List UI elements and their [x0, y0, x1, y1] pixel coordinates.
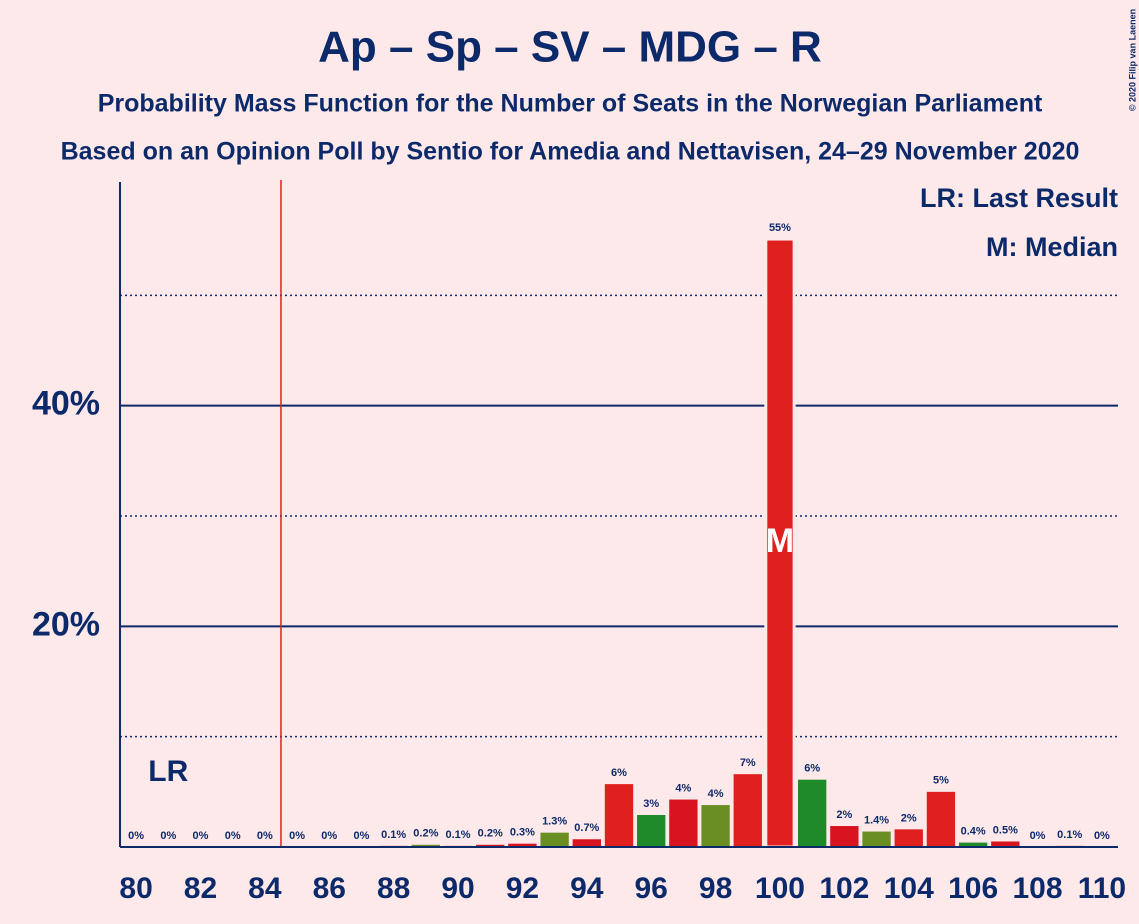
bar: [604, 784, 634, 847]
bar: [894, 829, 923, 847]
bar: [958, 842, 988, 847]
value-label: 0%: [1094, 830, 1110, 842]
copyright: © 2020 Filip van Laenen: [1127, 9, 1137, 111]
value-label: 0.5%: [993, 824, 1018, 836]
chart-subtitle: Probability Mass Function for the Number…: [98, 90, 1043, 118]
x-tick-label: 86: [313, 872, 346, 905]
x-tick-label: 94: [570, 872, 604, 905]
y-tick-label: 40%: [32, 385, 100, 423]
value-label: 0.1%: [381, 829, 406, 841]
value-label: 1.3%: [542, 816, 567, 828]
bar: [862, 831, 891, 847]
x-tick-label: 104: [884, 872, 934, 905]
x-tick-label: 108: [1012, 872, 1062, 905]
value-label: 0%: [289, 830, 305, 842]
value-label: 0%: [225, 830, 241, 842]
x-tick-label: 92: [506, 872, 539, 905]
bar: [669, 799, 698, 847]
bar: [637, 815, 666, 847]
x-tick-label: 100: [755, 872, 805, 905]
x-tick-label: 90: [441, 872, 474, 905]
value-label: 0.1%: [1057, 829, 1082, 841]
bar: [572, 839, 601, 847]
value-label: 0%: [353, 830, 369, 842]
x-tick-label: 102: [819, 872, 869, 905]
bar: [701, 805, 730, 847]
value-label: 6%: [804, 763, 820, 775]
value-label: 0%: [160, 830, 176, 842]
value-label: 55%: [769, 222, 791, 234]
bar: [540, 832, 569, 847]
value-label: 7%: [740, 757, 756, 769]
bar: [733, 774, 762, 847]
value-label: 0.2%: [413, 828, 438, 840]
bar: [926, 791, 956, 847]
value-label: 0%: [1030, 830, 1046, 842]
value-label: 6%: [611, 767, 627, 779]
chart-subtitle: Based on an Opinion Poll by Sentio for A…: [61, 138, 1080, 166]
chart-title: Ap – Sp – SV – MDG – R: [318, 23, 822, 72]
value-label: 0.2%: [478, 828, 503, 840]
value-label: 5%: [933, 775, 949, 787]
x-tick-label: 110: [1078, 872, 1126, 905]
value-label: 2%: [901, 812, 917, 824]
value-label: 0.7%: [574, 822, 599, 834]
value-label: 4%: [675, 782, 691, 794]
value-label: 0%: [128, 830, 144, 842]
value-label: 0.1%: [445, 829, 470, 841]
bar: [797, 779, 827, 847]
bar: [991, 841, 1020, 847]
bar: [764, 237, 796, 849]
x-tick-label: 106: [948, 872, 998, 905]
x-tick-label: 88: [377, 872, 410, 905]
value-label: 4%: [708, 788, 724, 800]
x-tick-label: 82: [184, 872, 217, 905]
x-tick-label: 84: [248, 872, 282, 905]
bar: [830, 826, 859, 847]
x-tick-label: 98: [699, 872, 732, 905]
legend-entry: M: Median: [986, 232, 1118, 262]
value-label: 0.3%: [510, 827, 535, 839]
value-label: 1.4%: [864, 814, 889, 826]
value-label: 0%: [193, 830, 209, 842]
value-label: 2%: [836, 809, 852, 821]
bar: [411, 844, 441, 847]
x-tick-label: 80: [119, 872, 152, 905]
median-label: M: [766, 522, 794, 560]
last-result-label: LR: [148, 755, 188, 788]
bar: [508, 843, 537, 847]
legend-entry: LR: Last Result: [920, 183, 1118, 213]
value-label: 0%: [321, 830, 337, 842]
y-tick-label: 20%: [32, 605, 100, 643]
x-tick-label: 96: [635, 872, 668, 905]
value-label: 0.4%: [961, 825, 986, 837]
value-label: 0%: [257, 830, 273, 842]
value-label: 3%: [643, 798, 659, 810]
bar: [476, 844, 505, 847]
